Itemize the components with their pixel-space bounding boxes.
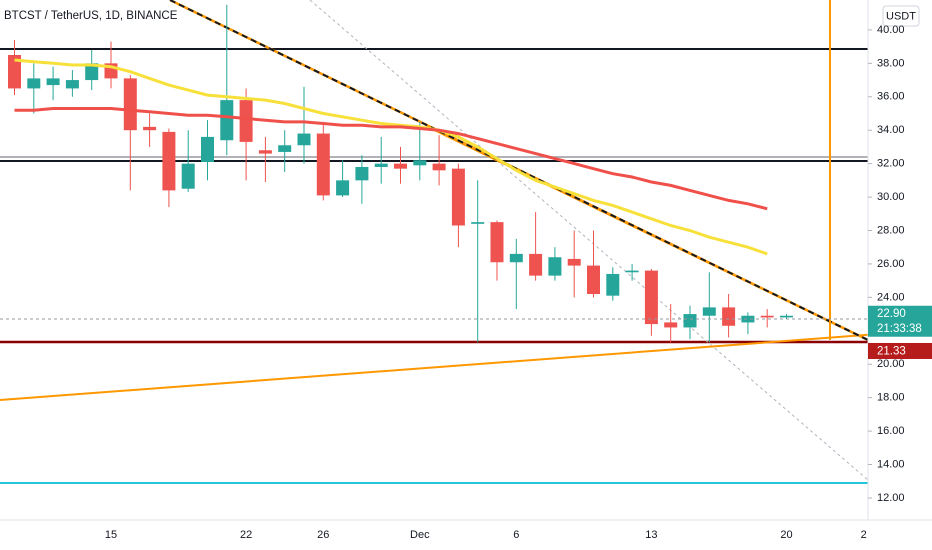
candle-body [529,253,543,276]
trend-line [169,0,868,342]
candle-body [27,78,41,89]
trend-line [309,0,868,481]
moving-average [14,107,768,211]
candle-body [683,314,697,328]
candle-body [46,78,60,86]
candle-body [316,133,330,196]
x-tick-label: 2 [861,529,867,541]
currency-button[interactable] [882,5,920,27]
candle-body [490,222,504,263]
y-tick-label: 28.00 [877,224,905,236]
candle-body [201,136,214,162]
y-tick-label: 20.00 [877,358,905,370]
candle-body [413,160,427,166]
countdown: 21:33:38 [877,323,922,335]
y-tick-label: 30.00 [877,191,905,203]
level-price-box [868,342,932,359]
candle-body [374,163,388,167]
marks [8,4,793,343]
candle-body [722,307,736,326]
candle-body [162,131,176,191]
candle-body [567,258,581,266]
candle-body [123,78,137,131]
candle-body [143,126,157,131]
price-axis [868,0,932,550]
candle-body [8,54,21,89]
candle-body [625,270,639,273]
y-tick-label: 38.00 [877,57,905,69]
x-tick-label: 20 [780,529,792,541]
level-price-label: 21.33 [877,346,906,358]
candle-body [509,253,523,263]
candle-body [451,168,465,226]
x-tick-label: 15 [105,529,117,541]
candle-body [258,150,272,154]
candle-body [239,100,253,142]
y-tick-label: 26.00 [877,258,905,270]
x-tick-label: 22 [240,529,252,541]
candle-body [741,315,755,323]
y-tick-label: 36.00 [877,91,905,103]
candle-body [587,265,600,295]
candle-body [471,222,485,224]
x-tick-label: 6 [513,529,519,541]
y-tick-label: 32.00 [877,158,905,170]
x-tick-label: 26 [317,529,329,541]
candle-body [780,315,793,318]
x-tick-label: Dec [410,529,430,541]
candle-body [644,270,658,325]
candle-body [355,166,369,181]
y-tick-label: 14.00 [877,458,905,470]
candle-body [297,133,311,146]
y-tick-label: 40.00 [877,24,905,36]
candle-body [606,273,620,296]
candle-body [65,80,79,89]
chart-title: BTCST / TetherUS, 1D, BINANCE [4,10,178,22]
y-tick-label: 34.00 [877,124,905,136]
y-tick-label: 16.00 [877,425,905,437]
candle-body [760,315,774,318]
last-price-label: 22.90 [877,308,906,320]
trend-line [0,333,868,401]
candle-body [85,63,99,81]
candle-body [181,163,195,189]
x-tick-label: 13 [645,529,657,541]
y-tick-label: 24.00 [877,291,905,303]
candle-body [664,322,678,328]
y-tick-label: 18.00 [877,392,905,404]
candle-body [278,145,292,152]
currency[interactable]: USDT [886,10,916,22]
candle-body [548,257,562,276]
y-tick-label: 12.00 [877,492,905,504]
moving-average [14,58,768,256]
candle-body [432,163,446,171]
axis-labels: 12.0014.0016.0018.0020.0022.0024.0026.00… [105,24,905,541]
candle-body [702,307,716,316]
drawings [0,0,868,484]
candle-body [394,163,407,169]
candle-body [336,180,350,196]
last-price-box [868,305,932,337]
candle-body [220,100,234,141]
